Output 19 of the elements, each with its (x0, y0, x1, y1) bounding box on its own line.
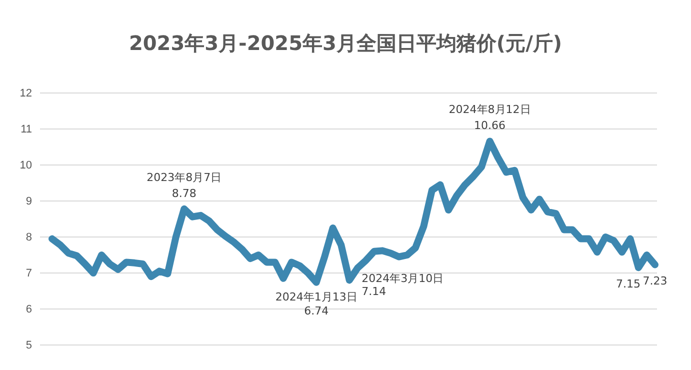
data-label: 6.74 (304, 304, 329, 318)
data-label: 7.14 (362, 284, 386, 298)
y-tick-label: 9 (26, 196, 32, 208)
data-label: 8.78 (172, 186, 196, 200)
y-tick-label: 7 (26, 268, 32, 280)
annotation: 2024年8月12日 (448, 103, 531, 116)
y-tick-label: 11 (20, 124, 32, 136)
y-tick-label: 5 (26, 340, 32, 352)
annotation: 2024年3月10日 (362, 272, 444, 285)
y-tick-label: 6 (26, 304, 32, 316)
y-tick-label: 12 (20, 88, 32, 100)
y-tick-label: 8 (26, 232, 32, 244)
annotation: 2024年1月13日 (275, 290, 358, 304)
data-label: 7.23 (642, 274, 668, 288)
data-label: 7.15 (616, 278, 640, 291)
chart-title: 2023年3月-2025年3月全国日平均猪价(元/斤) (128, 31, 562, 55)
y-tick-label: 10 (20, 160, 32, 172)
annotation: 2023年8月7日 (146, 170, 222, 184)
data-label: 10.66 (474, 119, 506, 132)
